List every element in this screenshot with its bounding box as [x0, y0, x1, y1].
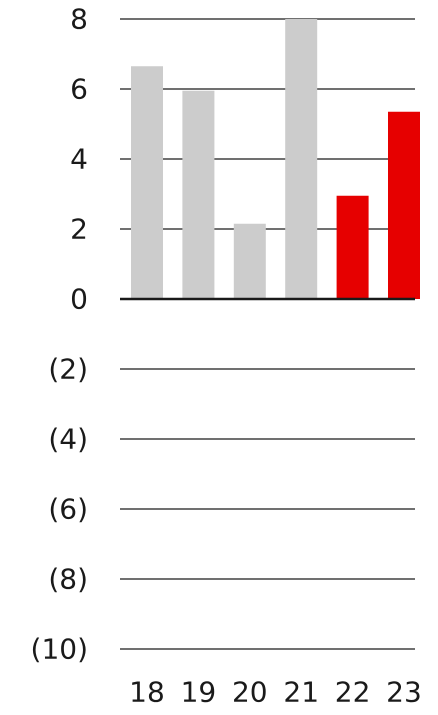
- x-tick-label: 19: [181, 676, 217, 709]
- bar-18: [131, 66, 163, 299]
- y-tick-label: (2): [48, 353, 88, 386]
- bar-19: [182, 90, 215, 299]
- y-axis-tick-labels: 8 6 4 2 0 (2) (4) (6) (8) (10): [31, 3, 88, 666]
- y-tick-label: (6): [48, 493, 88, 526]
- y-tick-label: 2: [70, 213, 88, 246]
- y-tick-label: (10): [31, 633, 88, 666]
- y-tick-label: (8): [48, 563, 88, 596]
- y-tick-label: 6: [70, 73, 88, 106]
- y-tick-label: (4): [48, 423, 88, 456]
- bar-23: [388, 111, 420, 299]
- bar-22: [336, 195, 369, 299]
- y-tick-label: 0: [70, 283, 88, 316]
- x-axis-tick-labels: 18 19 20 21 22 23: [129, 676, 422, 709]
- x-tick-label: 18: [129, 676, 165, 709]
- gridlines: [120, 18, 415, 650]
- x-tick-label: 23: [386, 676, 422, 709]
- bar-20: [233, 223, 266, 299]
- x-tick-label: 22: [335, 676, 371, 709]
- bar-21: [285, 19, 318, 299]
- y-tick-label: 4: [70, 143, 88, 176]
- x-tick-label: 21: [283, 676, 319, 709]
- y-tick-label: 8: [70, 3, 88, 36]
- x-tick-label: 20: [232, 676, 268, 709]
- bars: [131, 19, 420, 299]
